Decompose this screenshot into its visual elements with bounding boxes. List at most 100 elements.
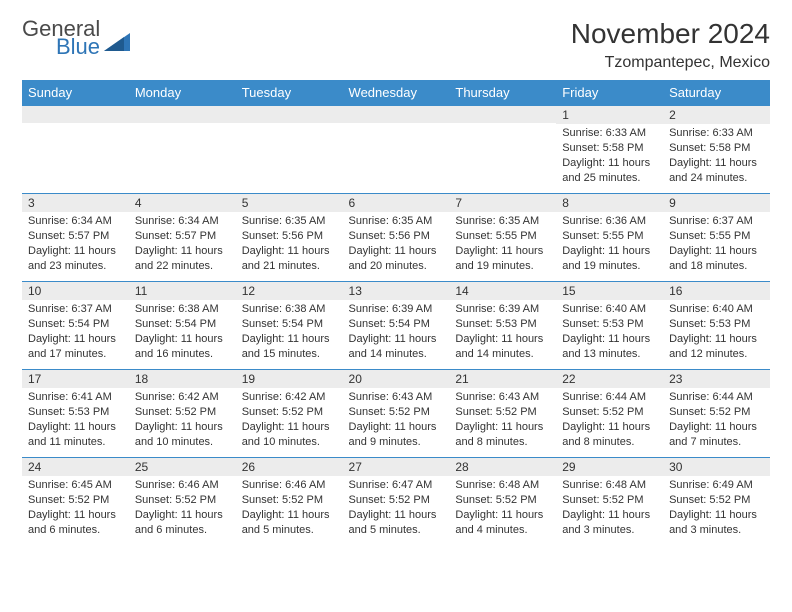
calendar-day-cell: 2Sunrise: 6:33 AMSunset: 5:58 PMDaylight…	[663, 106, 770, 194]
weekday-header-row: SundayMondayTuesdayWednesdayThursdayFrid…	[22, 80, 770, 106]
month-title: November 2024	[571, 18, 770, 50]
location: Tzompantepec, Mexico	[571, 54, 770, 72]
weekday-header: Sunday	[22, 80, 129, 106]
day-data: Sunrise: 6:38 AMSunset: 5:54 PMDaylight:…	[129, 300, 236, 363]
day-number: 25	[129, 458, 236, 476]
day-data: Sunrise: 6:37 AMSunset: 5:54 PMDaylight:…	[22, 300, 129, 363]
calendar-day-cell: 21Sunrise: 6:43 AMSunset: 5:52 PMDayligh…	[449, 370, 556, 458]
logo-word2: Blue	[56, 36, 100, 58]
day-data: Sunrise: 6:35 AMSunset: 5:56 PMDaylight:…	[343, 212, 450, 275]
day-data: Sunrise: 6:34 AMSunset: 5:57 PMDaylight:…	[129, 212, 236, 275]
day-number: 12	[236, 282, 343, 300]
calendar-day-cell: 4Sunrise: 6:34 AMSunset: 5:57 PMDaylight…	[129, 194, 236, 282]
day-number: 21	[449, 370, 556, 388]
day-number: 23	[663, 370, 770, 388]
day-data: Sunrise: 6:48 AMSunset: 5:52 PMDaylight:…	[449, 476, 556, 539]
calendar-day-cell: 7Sunrise: 6:35 AMSunset: 5:55 PMDaylight…	[449, 194, 556, 282]
day-number: 2	[663, 106, 770, 124]
logo: General Blue	[22, 18, 130, 58]
day-data: Sunrise: 6:33 AMSunset: 5:58 PMDaylight:…	[556, 124, 663, 187]
day-data: Sunrise: 6:37 AMSunset: 5:55 PMDaylight:…	[663, 212, 770, 275]
day-number: 19	[236, 370, 343, 388]
calendar-table: SundayMondayTuesdayWednesdayThursdayFrid…	[22, 80, 770, 546]
calendar-day-cell: 25Sunrise: 6:46 AMSunset: 5:52 PMDayligh…	[129, 458, 236, 546]
day-number: 7	[449, 194, 556, 212]
day-number: 18	[129, 370, 236, 388]
title-block: November 2024 Tzompantepec, Mexico	[571, 18, 770, 72]
day-data: Sunrise: 6:43 AMSunset: 5:52 PMDaylight:…	[343, 388, 450, 451]
calendar-day-cell: 8Sunrise: 6:36 AMSunset: 5:55 PMDaylight…	[556, 194, 663, 282]
day-number: 6	[343, 194, 450, 212]
day-data: Sunrise: 6:45 AMSunset: 5:52 PMDaylight:…	[22, 476, 129, 539]
day-data: Sunrise: 6:43 AMSunset: 5:52 PMDaylight:…	[449, 388, 556, 451]
calendar-day-cell: 20Sunrise: 6:43 AMSunset: 5:52 PMDayligh…	[343, 370, 450, 458]
calendar-day-cell: 24Sunrise: 6:45 AMSunset: 5:52 PMDayligh…	[22, 458, 129, 546]
calendar-day-cell: 16Sunrise: 6:40 AMSunset: 5:53 PMDayligh…	[663, 282, 770, 370]
day-number: 14	[449, 282, 556, 300]
calendar-week-row: 17Sunrise: 6:41 AMSunset: 5:53 PMDayligh…	[22, 370, 770, 458]
calendar-day-cell	[343, 106, 450, 194]
day-data: Sunrise: 6:46 AMSunset: 5:52 PMDaylight:…	[129, 476, 236, 539]
day-number: 20	[343, 370, 450, 388]
calendar-day-cell: 1Sunrise: 6:33 AMSunset: 5:58 PMDaylight…	[556, 106, 663, 194]
day-number: 29	[556, 458, 663, 476]
day-data: Sunrise: 6:33 AMSunset: 5:58 PMDaylight:…	[663, 124, 770, 187]
day-data: Sunrise: 6:39 AMSunset: 5:54 PMDaylight:…	[343, 300, 450, 363]
day-data: Sunrise: 6:42 AMSunset: 5:52 PMDaylight:…	[236, 388, 343, 451]
logo-triangle-icon	[104, 29, 130, 51]
calendar-day-cell	[22, 106, 129, 194]
calendar-day-cell: 26Sunrise: 6:46 AMSunset: 5:52 PMDayligh…	[236, 458, 343, 546]
day-number: 22	[556, 370, 663, 388]
day-data: Sunrise: 6:48 AMSunset: 5:52 PMDaylight:…	[556, 476, 663, 539]
day-number: 5	[236, 194, 343, 212]
day-data: Sunrise: 6:49 AMSunset: 5:52 PMDaylight:…	[663, 476, 770, 539]
calendar-day-cell: 22Sunrise: 6:44 AMSunset: 5:52 PMDayligh…	[556, 370, 663, 458]
calendar-day-cell	[129, 106, 236, 194]
calendar-day-cell: 13Sunrise: 6:39 AMSunset: 5:54 PMDayligh…	[343, 282, 450, 370]
calendar-day-cell: 3Sunrise: 6:34 AMSunset: 5:57 PMDaylight…	[22, 194, 129, 282]
day-number: 8	[556, 194, 663, 212]
day-number: 9	[663, 194, 770, 212]
calendar-day-cell: 12Sunrise: 6:38 AMSunset: 5:54 PMDayligh…	[236, 282, 343, 370]
calendar-day-cell: 19Sunrise: 6:42 AMSunset: 5:52 PMDayligh…	[236, 370, 343, 458]
calendar-week-row: 24Sunrise: 6:45 AMSunset: 5:52 PMDayligh…	[22, 458, 770, 546]
calendar-day-cell: 23Sunrise: 6:44 AMSunset: 5:52 PMDayligh…	[663, 370, 770, 458]
calendar-day-cell: 9Sunrise: 6:37 AMSunset: 5:55 PMDaylight…	[663, 194, 770, 282]
weekday-header: Wednesday	[343, 80, 450, 106]
calendar-day-cell: 15Sunrise: 6:40 AMSunset: 5:53 PMDayligh…	[556, 282, 663, 370]
day-data: Sunrise: 6:40 AMSunset: 5:53 PMDaylight:…	[556, 300, 663, 363]
day-data: Sunrise: 6:39 AMSunset: 5:53 PMDaylight:…	[449, 300, 556, 363]
day-number: 3	[22, 194, 129, 212]
weekday-header: Friday	[556, 80, 663, 106]
day-data: Sunrise: 6:46 AMSunset: 5:52 PMDaylight:…	[236, 476, 343, 539]
calendar-day-cell: 5Sunrise: 6:35 AMSunset: 5:56 PMDaylight…	[236, 194, 343, 282]
day-number: 16	[663, 282, 770, 300]
day-number: 28	[449, 458, 556, 476]
calendar-day-cell: 17Sunrise: 6:41 AMSunset: 5:53 PMDayligh…	[22, 370, 129, 458]
day-data: Sunrise: 6:36 AMSunset: 5:55 PMDaylight:…	[556, 212, 663, 275]
calendar-day-cell	[236, 106, 343, 194]
day-data: Sunrise: 6:44 AMSunset: 5:52 PMDaylight:…	[556, 388, 663, 451]
day-number: 26	[236, 458, 343, 476]
calendar-week-row: 10Sunrise: 6:37 AMSunset: 5:54 PMDayligh…	[22, 282, 770, 370]
day-number: 13	[343, 282, 450, 300]
calendar-day-cell: 18Sunrise: 6:42 AMSunset: 5:52 PMDayligh…	[129, 370, 236, 458]
calendar-day-cell	[449, 106, 556, 194]
day-number: 17	[22, 370, 129, 388]
calendar-day-cell: 10Sunrise: 6:37 AMSunset: 5:54 PMDayligh…	[22, 282, 129, 370]
calendar-day-cell: 14Sunrise: 6:39 AMSunset: 5:53 PMDayligh…	[449, 282, 556, 370]
day-data: Sunrise: 6:34 AMSunset: 5:57 PMDaylight:…	[22, 212, 129, 275]
calendar-day-cell: 6Sunrise: 6:35 AMSunset: 5:56 PMDaylight…	[343, 194, 450, 282]
calendar-day-cell: 28Sunrise: 6:48 AMSunset: 5:52 PMDayligh…	[449, 458, 556, 546]
weekday-header: Thursday	[449, 80, 556, 106]
weekday-header: Tuesday	[236, 80, 343, 106]
calendar-week-row: 3Sunrise: 6:34 AMSunset: 5:57 PMDaylight…	[22, 194, 770, 282]
day-data: Sunrise: 6:42 AMSunset: 5:52 PMDaylight:…	[129, 388, 236, 451]
day-number: 4	[129, 194, 236, 212]
day-data: Sunrise: 6:35 AMSunset: 5:56 PMDaylight:…	[236, 212, 343, 275]
calendar-day-cell: 30Sunrise: 6:49 AMSunset: 5:52 PMDayligh…	[663, 458, 770, 546]
day-number: 15	[556, 282, 663, 300]
day-data: Sunrise: 6:40 AMSunset: 5:53 PMDaylight:…	[663, 300, 770, 363]
calendar-day-cell: 29Sunrise: 6:48 AMSunset: 5:52 PMDayligh…	[556, 458, 663, 546]
day-data: Sunrise: 6:47 AMSunset: 5:52 PMDaylight:…	[343, 476, 450, 539]
